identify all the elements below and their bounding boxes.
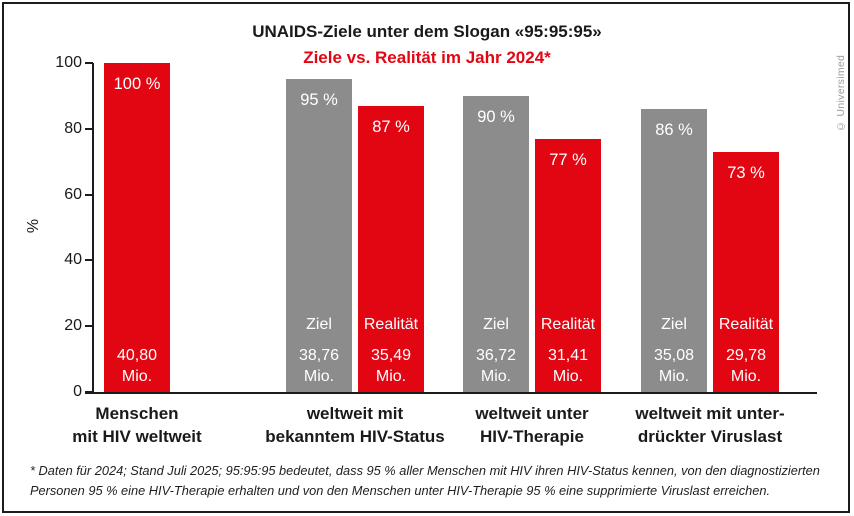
footnote: * Daten für 2024; Stand Juli 2025; 95:95… (30, 461, 830, 500)
bar-series-label: Realität (363, 316, 419, 333)
y-tick-mark (85, 325, 93, 328)
y-tick-label: 100 (55, 54, 82, 71)
bar-series-label: Realität (540, 316, 596, 333)
y-axis-label: % (25, 218, 42, 234)
category-label-line: drückter Viruslast (637, 427, 783, 446)
y-tick-mark (85, 127, 93, 130)
bar-ziel: 90 % Ziel 36,72 Mio. (463, 96, 529, 392)
category-label: Menschen mit HIV weltweit (17, 402, 257, 448)
bar-value-label: 40,80 (116, 347, 158, 364)
chart-title: UNAIDS-Ziele unter dem Slogan «95:95:95» (252, 22, 602, 41)
bar-value-label: 38,76 (298, 347, 340, 364)
bar-percent-label: 95 % (300, 91, 338, 109)
category-label-line: Menschen (95, 404, 179, 423)
bar-value-label: 31,41 (547, 347, 589, 364)
bar-total: 100 % 40,80 Mio. (104, 63, 170, 392)
bar-unit-label: Mio. (303, 368, 335, 385)
bar-ziel: 86 % Ziel 35,08 Mio. (641, 109, 707, 392)
bar-series-label: Ziel (483, 316, 509, 333)
bar-unit-label: Mio. (730, 368, 762, 385)
bar-percent-label: 77 % (549, 151, 587, 169)
y-tick-mark (85, 391, 93, 393)
category-label-line: mit HIV weltweit (72, 427, 202, 446)
y-tick-label: 40 (64, 251, 82, 269)
category-label-line: bekanntem HIV-Status (265, 427, 445, 446)
bar-percent-label: 100 % (113, 75, 161, 93)
y-axis-line (92, 63, 94, 394)
y-tick-label: 80 (64, 119, 82, 137)
credit-watermark: © Universimed (835, 54, 847, 132)
category-label-line: weltweit unter (475, 404, 589, 423)
y-tick-label: 20 (64, 317, 82, 335)
bar-realitaet: 87 % Realität 35,49 Mio. (358, 106, 424, 392)
bar-percent-label: 87 % (372, 118, 410, 136)
x-axis-line (85, 392, 817, 394)
bar-ziel: 95 % Ziel 38,76 Mio. (286, 79, 352, 392)
bar-percent-label: 86 % (655, 121, 693, 139)
bar-unit-label: Mio. (121, 368, 153, 385)
footnote-line: Personen 95 % eine HIV-Therapie erhalten… (30, 482, 771, 498)
category-label-line: weltweit mit unter- (635, 404, 785, 423)
category-label-line: weltweit mit (306, 404, 404, 423)
bar-unit-label: Mio. (552, 368, 584, 385)
bar-percent-label: 73 % (727, 164, 765, 182)
bar-percent-label: 90 % (477, 108, 515, 126)
bar-value-label: 35,08 (653, 347, 695, 364)
category-label-line: HIV-Therapie (480, 427, 584, 446)
footnote-line: * Daten für 2024; Stand Juli 2025; 95:95… (30, 463, 820, 478)
bar-unit-label: Mio. (375, 368, 407, 385)
y-tick-mark (85, 62, 93, 64)
bar-value-label: 29,78 (725, 347, 767, 364)
chart-subtitle: Ziele vs. Realität im Jahr 2024* (303, 48, 551, 67)
y-tick-label: 0 (73, 383, 82, 400)
bar-realitaet: 77 % Realität 31,41 Mio. (535, 139, 601, 392)
bar-series-label: Ziel (661, 316, 687, 333)
category-label: weltweit unter HIV-Therapie (412, 402, 652, 448)
bar-value-label: 36,72 (475, 347, 517, 364)
bar-series-label: Realität (718, 316, 774, 333)
y-tick-label: 60 (64, 185, 82, 203)
bar-unit-label: Mio. (658, 368, 690, 385)
y-tick-mark (85, 193, 93, 196)
category-label: weltweit mit unter-drückter Viruslast (590, 402, 830, 448)
bar-value-label: 35,49 (370, 347, 412, 364)
bar-series-label: Ziel (306, 316, 332, 333)
bar-unit-label: Mio. (480, 368, 512, 385)
category-label: weltweit mit bekanntem HIV-Status (235, 402, 475, 448)
y-tick-mark (85, 259, 93, 262)
bar-realitaet: 73 % Realität 29,78 Mio. (713, 152, 779, 392)
